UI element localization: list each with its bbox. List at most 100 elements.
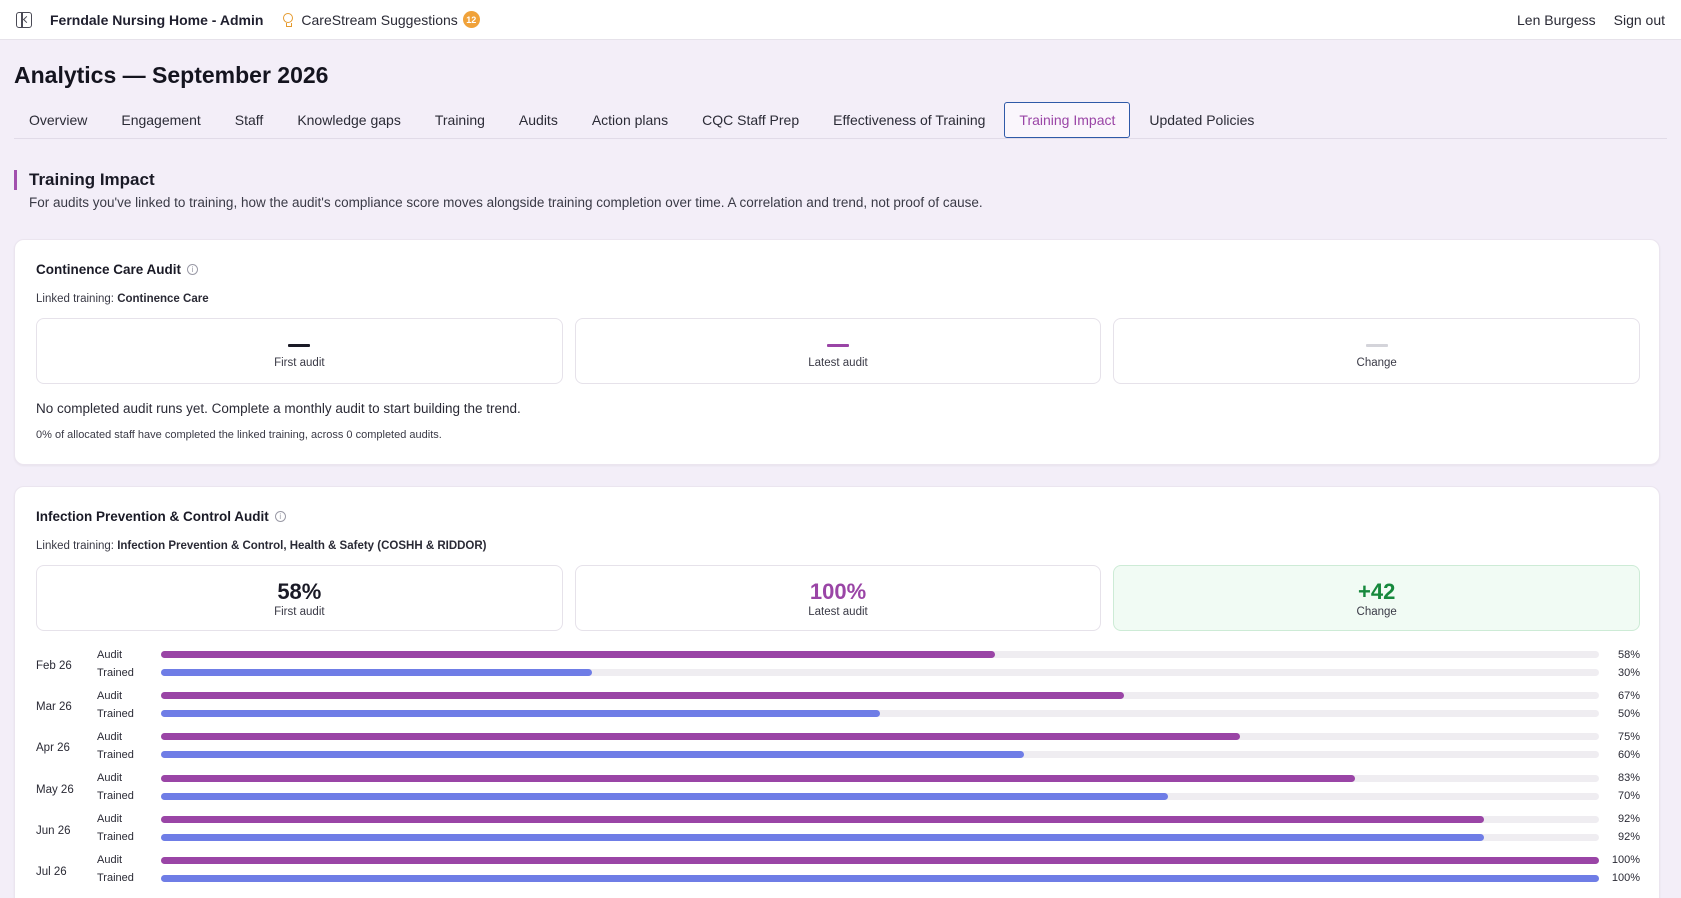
- empty-value-dash: [1365, 343, 1388, 347]
- stat-label: Change: [1356, 356, 1397, 369]
- stat-row: First audit Latest audit Change: [36, 318, 1641, 384]
- bar-track: [161, 733, 1599, 741]
- bar-track: [161, 774, 1599, 782]
- section-title: Training Impact: [29, 170, 155, 189]
- tab-cqc-staff-prep[interactable]: CQC Staff Prep: [702, 111, 800, 128]
- tab-overview[interactable]: Overview: [29, 111, 88, 128]
- audit-bar: [161, 651, 996, 658]
- series-label: Audit: [97, 689, 123, 702]
- tab-engagement[interactable]: Engagement: [121, 111, 201, 128]
- tab-knowledge-gaps[interactable]: Knowledge gaps: [297, 111, 401, 128]
- bar-track: [161, 856, 1599, 864]
- series-label: Audit: [97, 813, 123, 826]
- card-title: Continence Care Audit i: [36, 262, 199, 277]
- series-label: Trained: [97, 790, 134, 803]
- tab-audits[interactable]: Audits: [518, 111, 558, 128]
- user-name-link[interactable]: Len Burgess: [1517, 11, 1596, 28]
- trained-bar: [161, 874, 1599, 882]
- sidebar-toggle-icon[interactable]: [16, 11, 32, 28]
- stat-value: 100%: [809, 578, 867, 604]
- card-title-text: Infection Prevention & Control Audit: [36, 509, 269, 524]
- month-label: Feb 26: [36, 660, 72, 672]
- trained-bar-line: Trained 92%: [97, 829, 1640, 846]
- month-row: Jun 26 Audit 92% Trained 92%: [36, 811, 1640, 852]
- series-label: Trained: [97, 748, 134, 761]
- card-title: Infection Prevention & Control Audit i: [36, 509, 286, 524]
- month-row: Apr 26 Audit 75% Trained 60%: [36, 728, 1640, 769]
- tab-staff[interactable]: Staff: [234, 111, 264, 128]
- suggestions-button[interactable]: CareStream Suggestions 12: [283, 11, 480, 28]
- audit-bar: [161, 692, 1125, 700]
- bar-track: [161, 792, 1599, 800]
- stat-change: Change: [1113, 318, 1641, 384]
- audit-bar-line: Audit 100%: [97, 852, 1640, 869]
- tab-updated-policies[interactable]: Updated Policies: [1149, 111, 1255, 128]
- empty-value-dash: [827, 343, 849, 347]
- audit-percent: 58%: [1617, 648, 1640, 661]
- analytics-tabs: Overview Engagement Staff Knowledge gaps…: [14, 101, 1667, 139]
- section-description: For audits you've linked to training, ho…: [29, 195, 983, 210]
- tab-action-plans[interactable]: Action plans: [591, 111, 669, 128]
- section-header: Training Impact: [14, 170, 155, 190]
- audit-percent: 92%: [1617, 813, 1640, 826]
- audit-card-continence-care: Continence Care Audit i Linked training:…: [14, 239, 1660, 465]
- month-label: Jun 26: [36, 824, 71, 837]
- stat-label: First audit: [274, 356, 325, 369]
- stat-first-audit: First audit: [36, 318, 563, 384]
- trained-bar-line: Trained 100%: [97, 870, 1640, 887]
- audit-bar: [161, 856, 1599, 864]
- tab-training[interactable]: Training: [434, 111, 485, 128]
- month-row: Mar 26 Audit 67% Trained 50%: [36, 687, 1640, 728]
- trained-percent: 30%: [1617, 666, 1640, 679]
- stat-label: Latest audit: [808, 605, 868, 618]
- month-label: Jul 26: [36, 865, 67, 878]
- bar-track: [161, 669, 1599, 676]
- stat-row: 58% First audit 100% Latest audit +42 Ch…: [36, 565, 1641, 631]
- audit-bar-line: Audit 92%: [97, 811, 1640, 828]
- stat-label: Latest audit: [808, 356, 868, 369]
- app-title: Ferndale Nursing Home - Admin: [50, 11, 264, 28]
- linked-training-name: Infection Prevention & Control, Health &…: [117, 540, 487, 552]
- tab-effectiveness-of-training[interactable]: Effectiveness of Training: [833, 111, 986, 128]
- audit-bar: [161, 733, 1240, 741]
- info-icon[interactable]: i: [187, 264, 199, 275]
- sign-out-link[interactable]: Sign out: [1613, 11, 1665, 28]
- suggestions-label: CareStream Suggestions: [301, 11, 458, 28]
- stat-latest-audit: Latest audit: [574, 318, 1102, 384]
- series-label: Trained: [97, 666, 134, 679]
- series-label: Trained: [97, 831, 134, 844]
- month-row: Feb 26 Audit 58% Trained 30%: [36, 646, 1640, 687]
- series-label: Audit: [97, 854, 123, 867]
- series-label: Audit: [97, 772, 123, 785]
- empty-state-message: No completed audit runs yet. Complete a …: [36, 401, 521, 416]
- trained-bar: [161, 710, 880, 718]
- trained-percent: 92%: [1617, 831, 1640, 844]
- trained-bar-line: Trained 70%: [97, 788, 1640, 805]
- series-label: Audit: [97, 648, 123, 661]
- stat-first-audit: 58% First audit: [36, 565, 563, 631]
- trained-percent: 60%: [1617, 748, 1640, 761]
- tab-training-impact[interactable]: Training Impact: [1004, 101, 1131, 138]
- user-menu: Len Burgess Sign out: [1517, 12, 1665, 28]
- trained-percent: 50%: [1617, 707, 1640, 720]
- info-icon[interactable]: i: [274, 511, 286, 522]
- linked-training: Linked training: Infection Prevention & …: [36, 540, 487, 552]
- top-bar: Ferndale Nursing Home - Admin CareStream…: [0, 0, 1681, 40]
- trained-percent: 100%: [1611, 872, 1640, 885]
- stat-latest-audit: 100% Latest audit: [574, 565, 1102, 631]
- month-label: May 26: [36, 783, 74, 796]
- series-label: Audit: [97, 730, 123, 743]
- trained-bar-line: Trained 50%: [97, 705, 1640, 722]
- empty-value-dash: [288, 343, 311, 347]
- series-label: Trained: [97, 872, 134, 885]
- completion-note: 0% of allocated staff have completed the…: [36, 429, 442, 441]
- audit-percent: 75%: [1617, 730, 1640, 743]
- linked-training-prefix: Linked training:: [36, 293, 114, 305]
- audit-bar-line: Audit 67%: [97, 687, 1640, 704]
- audit-bar-line: Audit 75%: [97, 728, 1640, 745]
- month-row: Jul 26 Audit 100% Trained 100%: [36, 852, 1640, 893]
- stat-change: +42 Change: [1113, 565, 1641, 631]
- month-row: May 26 Audit 83% Trained 70%: [36, 770, 1640, 811]
- stat-value: 58%: [277, 578, 322, 604]
- month-label: Mar 26: [36, 701, 72, 714]
